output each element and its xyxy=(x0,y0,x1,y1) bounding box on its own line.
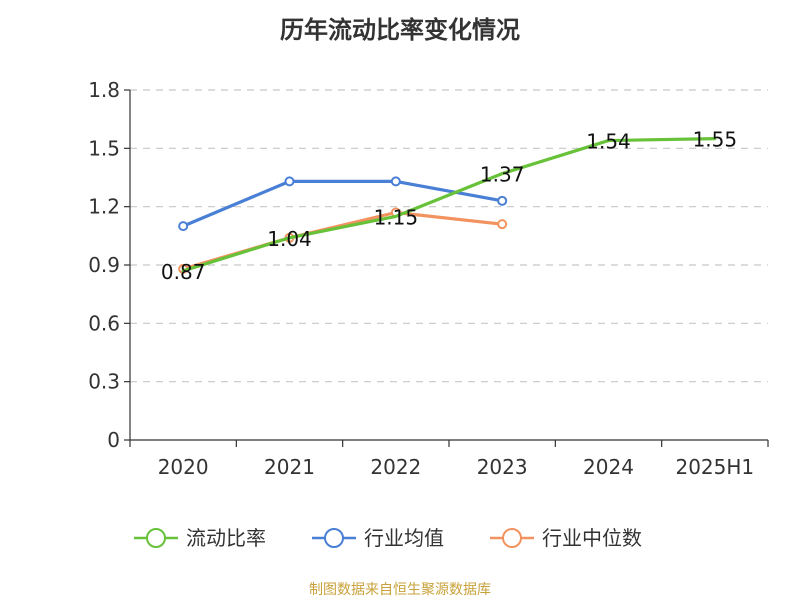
x-tick-label: 2023 xyxy=(477,455,528,479)
y-tick-label: 1.2 xyxy=(88,195,120,219)
series-line xyxy=(181,210,504,271)
legend-swatch-marker xyxy=(146,528,166,548)
x-tick-label: 2025H1 xyxy=(675,455,754,479)
data-label: 1.55 xyxy=(693,128,738,152)
legend: 流动比率 行业均值 行业中位数 xyxy=(134,526,642,550)
source-note: 制图数据来自恒生聚源数据库 xyxy=(309,582,491,598)
x-tick-label: 2024 xyxy=(583,455,634,479)
x-tick-label: 2020 xyxy=(158,455,209,479)
legend-label: 流动比率 xyxy=(186,526,266,550)
grid xyxy=(130,89,768,383)
data-labels: 0.87 1.04 1.15 1.37 1.54 1.55 xyxy=(161,128,737,284)
y-tick-label: 1.5 xyxy=(88,136,120,160)
data-label: 0.87 xyxy=(161,260,206,284)
legend-item: 行业中位数 xyxy=(490,526,642,550)
data-label: 1.37 xyxy=(480,163,525,187)
y-tick-label: 0 xyxy=(107,428,120,452)
x-tick-label: 2022 xyxy=(370,455,421,479)
x-tick-label: 2021 xyxy=(264,455,315,479)
series-line xyxy=(181,179,504,228)
data-point xyxy=(390,176,401,187)
series-line xyxy=(181,137,717,273)
y-tick-label: 1.8 xyxy=(88,78,120,102)
y-tick-label: 0.3 xyxy=(88,370,120,394)
legend-label: 行业均值 xyxy=(364,526,444,550)
data-label: 1.04 xyxy=(267,227,312,251)
data-label: 1.54 xyxy=(586,130,631,154)
legend-swatch-marker xyxy=(324,528,344,548)
legend-item: 行业均值 xyxy=(312,526,444,550)
data-point xyxy=(497,219,508,230)
data-point xyxy=(178,221,189,232)
legend-item: 流动比率 xyxy=(134,526,266,550)
data-point xyxy=(284,176,295,187)
legend-label: 行业中位数 xyxy=(542,526,642,550)
y-tick-label: 0.6 xyxy=(88,311,120,335)
series-layer xyxy=(178,137,717,274)
legend-swatch-marker xyxy=(502,528,522,548)
chart-title: 历年流动比率变化情况 xyxy=(280,16,520,44)
axes: 0 0.3 0.6 0.9 1.2 1.5 1.8 2020 2021 2022 2023 2024 2… xyxy=(88,78,769,479)
data-label: 1.15 xyxy=(374,205,419,229)
y-tick-label: 0.9 xyxy=(88,253,120,277)
data-point xyxy=(497,195,508,206)
